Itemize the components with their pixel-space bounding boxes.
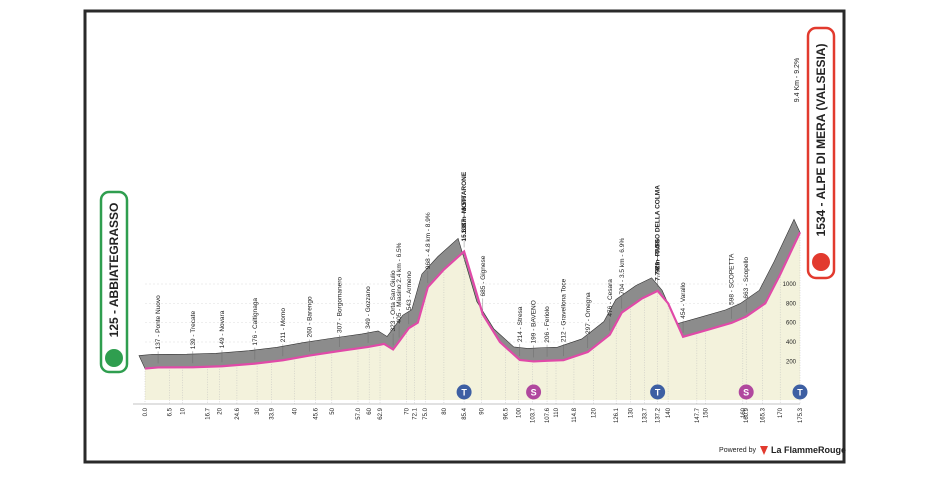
- x-tick-label: 120: [591, 407, 597, 418]
- marker: [792, 384, 808, 400]
- x-tick-label: 140: [666, 407, 672, 418]
- place-sub: 7.7 Km - 6.0%: [655, 239, 662, 281]
- x-tick-label: 133.7: [643, 407, 649, 423]
- place-label: 476 - Cesara: [607, 279, 614, 317]
- marker: [526, 384, 542, 400]
- x-tick-label: 0.0: [143, 407, 149, 416]
- x-tick-label: 150: [703, 407, 709, 418]
- x-tick-label: 85.4: [462, 407, 468, 419]
- y-tick-label: 200: [786, 359, 797, 365]
- place-label: 176 - Caltignaga: [252, 298, 259, 346]
- y-tick-label: 600: [786, 321, 797, 327]
- place-label: 214 - Stresa: [517, 306, 524, 342]
- x-tick-label: 90: [479, 407, 485, 414]
- x-tick-label: 147.7: [695, 407, 701, 423]
- place-label: 663 - Scopello: [743, 257, 750, 299]
- marker-label: T: [797, 388, 803, 398]
- place-label: 199 - BAVENO: [531, 300, 538, 343]
- place-label: 137 - Ponte Nuovo: [155, 295, 162, 350]
- place-label: 704 - 3.5 km - 6.9%: [619, 238, 626, 295]
- start-label: 125 - ABBIATEGRASSO: [107, 203, 121, 338]
- x-tick-label: 10: [180, 407, 186, 414]
- place-label: 543 - Armeno: [406, 271, 413, 310]
- x-tick-label: 165.3: [761, 407, 767, 423]
- place-label: 323 - Orta San Giulio: [390, 270, 397, 331]
- place-label: 212 - Gravellona Toce: [560, 278, 567, 342]
- place-label: 968 - 4.8 km - 8.9%: [425, 212, 432, 269]
- x-tick-label: 80: [442, 407, 448, 414]
- y-tick-label: 800: [786, 301, 797, 307]
- x-tick-label: 160.9: [744, 407, 750, 423]
- plot: 0.0 6.5 10 16.7 20 24.6 30 33.9 40 45.6 50 57.0 60 62…: [133, 171, 808, 423]
- place-label: 260 - Barengo: [306, 296, 313, 338]
- place-label: 206 - Feriolo: [544, 306, 551, 343]
- x-tick-label: 33.9: [270, 407, 276, 419]
- place-label: 598 - SCOPETTA: [729, 253, 736, 305]
- x-tick-label: 114.8: [572, 407, 578, 422]
- marker: [456, 384, 472, 400]
- finish-label: 1534 - ALPE DI MERA (VALSESIA): [814, 44, 828, 237]
- finish-box: [806, 26, 836, 280]
- brand-icon: [760, 446, 768, 455]
- x-tick-label: 50: [330, 407, 336, 414]
- profile-fill: [145, 232, 800, 400]
- place-label: 307 - Borgomanero: [336, 277, 343, 333]
- powered-by: Powered by: [719, 447, 756, 454]
- profile-line: [144, 231, 801, 370]
- x-tick-label: 137.2: [656, 407, 662, 423]
- x-tick-label: 75.0: [423, 407, 429, 419]
- x-tick-label: 110: [554, 407, 560, 417]
- x-tick-label: 57.0: [356, 407, 362, 419]
- place-label: 454 - Varallo: [680, 282, 687, 319]
- marker-label: S: [743, 388, 749, 398]
- x-tick-label: 100: [517, 407, 523, 418]
- y-tick-label: 400: [786, 340, 797, 346]
- marker-label: T: [655, 388, 661, 398]
- place-label: 149 - Novara: [219, 310, 226, 348]
- x-tick-label: 126.1: [614, 407, 620, 423]
- marker: [738, 384, 754, 400]
- x-tick-label: 30: [255, 407, 261, 414]
- marker-label: T: [461, 388, 467, 398]
- marker: [650, 384, 666, 400]
- marker-label: S: [531, 388, 537, 398]
- x-tick-label: 16.7: [205, 407, 211, 419]
- x-tick-label: 6.5: [167, 407, 173, 416]
- x-tick-label: 62.9: [378, 407, 384, 419]
- x-tick-label: 40: [292, 407, 298, 414]
- start-box: [99, 190, 129, 374]
- place-label: 211 - Momo: [280, 308, 287, 343]
- place-label: 297 - Omegna: [585, 292, 592, 334]
- x-tick-label: 107.6: [545, 407, 551, 423]
- place-label: 139 - Trecate: [190, 311, 197, 350]
- y-tick-label: 1000: [783, 282, 797, 288]
- x-tick-label: 170: [778, 407, 784, 418]
- place-label: 1337 - MOTTARONE: [461, 171, 468, 233]
- x-tick-label: 70: [405, 407, 411, 414]
- x-tick-label: 60: [367, 407, 373, 414]
- x-tick-label: 20: [218, 407, 224, 414]
- place-label: 349 - Gozzano: [365, 286, 372, 329]
- place-label: 405 - Miasino 2.4 km - 6.5%: [396, 242, 403, 323]
- place-label: 929 - PASSO DELLA COLMA: [655, 185, 662, 273]
- start-icon: [105, 349, 123, 367]
- x-tick-label: 96.5: [504, 407, 510, 419]
- x-tick-label: 175.3: [798, 407, 804, 423]
- x-tick-label: 24.6: [235, 407, 241, 419]
- place-label: 685 - Gignese: [480, 255, 487, 296]
- x-tick-label: 72.1: [412, 407, 418, 419]
- finish-icon: [812, 253, 830, 271]
- x-tick-label: 103.7: [530, 407, 536, 423]
- x-tick-label: 130: [629, 407, 635, 418]
- finish-climb: 9.4 Km - 9.2%: [794, 58, 801, 102]
- brand: La FlammeRouge: [771, 445, 846, 455]
- x-tick-label: 45.6: [313, 407, 319, 419]
- place-sub: 15.6 Km - 6.5%: [461, 196, 468, 242]
- x-tick-label: 160: [741, 407, 747, 418]
